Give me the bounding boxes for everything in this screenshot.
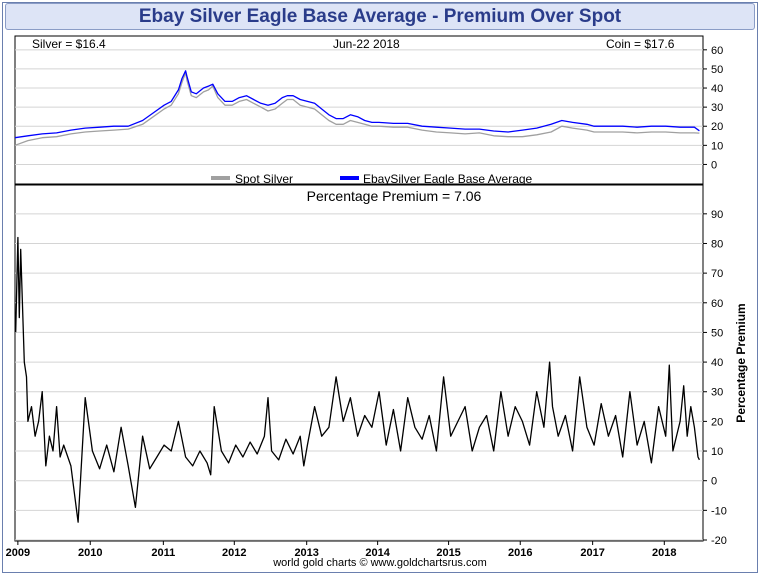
top-y-tick-label: 40 [711, 83, 723, 95]
x-tick-label: 2010 [78, 547, 102, 559]
x-tick-label: 2016 [508, 547, 532, 559]
top-y-tick-label: 0 [711, 159, 717, 171]
x-tick-label: 2017 [580, 547, 604, 559]
bottom-gridlines [15, 213, 703, 541]
legend-label-eagle: EbaySilver Eagle Base Average [363, 172, 533, 186]
legend: Spot Silver EbaySilver Eagle Base Averag… [211, 172, 533, 186]
bottom-series [15, 236, 700, 523]
top-gridlines [15, 49, 703, 165]
credit-text: world gold charts © www.goldchartsrus.co… [273, 557, 487, 569]
top-plot-area [14, 35, 704, 185]
bottom-y-tick-label: -10 [711, 505, 727, 517]
top-series-1 [14, 70, 700, 139]
bottom-y-tick-label: 0 [711, 476, 717, 488]
premium-value-label: Percentage Premium = 7.06 [307, 188, 482, 204]
x-tick-label: 2013 [294, 547, 318, 559]
bottom-y-tick-label: 50 [711, 327, 723, 339]
bottom-y-tick-label: 80 [711, 238, 723, 250]
bottom-y-tick-label: 60 [711, 298, 723, 310]
bottom-y-tick-label: 90 [711, 209, 723, 221]
bottom-y-tick-label: -20 [711, 535, 727, 547]
top-plot: 0 10 20 30 40 50 60 Silver = $16.4 Jun-22 2018… [14, 35, 723, 186]
top-series [14, 70, 700, 146]
coin-price-label: Coin = $17.6 [606, 37, 675, 51]
silver-price-label: Silver = $16.4 [32, 37, 106, 51]
date-label: Jun-22 2018 [333, 37, 400, 51]
bottom-y-tick-label: 20 [711, 416, 723, 428]
top-y-tick-label: 60 [711, 45, 723, 57]
legend-label-spot: Spot Silver [235, 172, 293, 186]
x-axis: 2009 2010 2011 2012 2013 2014 2015 2016 2017 2018 [6, 541, 677, 559]
chart-title: Ebay Silver Eagle Base Average - Premium… [5, 3, 755, 30]
x-tick-label: 2012 [222, 547, 246, 559]
bottom-y-ticks: -20 -10 0 10 20 30 40 50 60 70 80 90 [703, 209, 727, 547]
x-tick-label: 2018 [652, 547, 676, 559]
bottom-y-tick-label: 70 [711, 268, 723, 280]
top-y-tick-label: 10 [711, 140, 723, 152]
bottom-y-tick-label: 30 [711, 387, 723, 399]
x-tick-label: 2011 [151, 547, 175, 559]
top-y-tick-label: 30 [711, 102, 723, 114]
x-tick-label: 2015 [436, 547, 460, 559]
bottom-plot-area [14, 184, 704, 542]
top-y-ticks: 0 10 20 30 40 50 60 [703, 45, 723, 171]
bottom-y-tick-label: 10 [711, 446, 723, 458]
top-y-tick-label: 20 [711, 121, 723, 133]
bottom-series-0 [15, 236, 700, 523]
bottom-plot: -20 -10 0 10 20 30 40 50 60 70 80 90 Percentage Pre… [14, 184, 748, 547]
bottom-y-tick-label: 40 [711, 357, 723, 369]
x-tick-label: 2014 [365, 547, 390, 559]
y-axis-label-premium: Percentage Premium [734, 303, 748, 422]
top-y-tick-label: 50 [711, 64, 723, 76]
x-tick-label: 2009 [6, 547, 30, 559]
top-series-0 [14, 72, 700, 146]
